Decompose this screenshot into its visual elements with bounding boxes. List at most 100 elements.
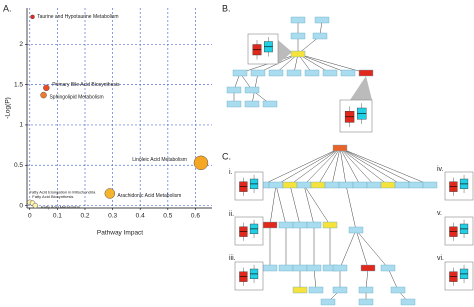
network-node — [312, 32, 328, 40]
network-node — [332, 286, 348, 294]
point-label: Primary Bile Acid Biosynthesis — [52, 82, 120, 88]
network-node — [390, 286, 406, 294]
network-node — [262, 264, 278, 272]
network-edge — [339, 229, 357, 269]
point-label: Fatty Acid Biosynthesis — [32, 194, 73, 199]
network-node — [314, 16, 330, 24]
network-node — [286, 69, 302, 77]
network-edge — [289, 184, 301, 226]
panel-label: B. — [222, 3, 231, 13]
network-node — [400, 298, 416, 306]
network-edge — [339, 147, 417, 186]
bubble — [30, 14, 35, 20]
network-node — [292, 221, 308, 229]
network-edge — [339, 147, 361, 186]
network-edge — [317, 147, 341, 186]
network-node — [262, 221, 278, 229]
network-node — [268, 69, 284, 77]
x-tick-label: 0.5 — [163, 213, 172, 220]
network-node — [358, 286, 374, 294]
y-tick-label: 0.5 — [14, 162, 23, 169]
network-node — [244, 100, 260, 108]
network-node — [290, 50, 306, 58]
network-node — [422, 181, 438, 189]
network-edge — [355, 229, 389, 269]
x-tick-label: 0.3 — [108, 213, 117, 220]
network-node — [394, 181, 410, 189]
network-node — [278, 264, 294, 272]
network-edge — [339, 147, 431, 186]
network-node — [308, 286, 324, 294]
network-node — [296, 181, 312, 189]
point-label: Sphingolipid Metabolism — [49, 94, 103, 100]
x-tick-label: 0.4 — [136, 213, 145, 220]
network-edge — [303, 184, 315, 226]
x-tick-label: 0 — [28, 213, 32, 220]
network-node — [348, 226, 364, 234]
network-node — [262, 100, 278, 108]
y-tick-label: 2 — [19, 41, 23, 48]
network-node — [408, 181, 424, 189]
network-node — [268, 181, 284, 189]
inset-label: i. — [229, 169, 233, 176]
inset-label: iv. — [437, 166, 444, 173]
network-node — [360, 264, 376, 272]
network-edge — [339, 147, 403, 186]
network-node — [322, 69, 338, 77]
y-tick-label: 1 — [19, 122, 23, 129]
network-node — [324, 181, 340, 189]
inset-frame — [444, 261, 474, 291]
network-edge — [297, 53, 349, 74]
bubble — [193, 155, 209, 171]
network-edge — [303, 184, 331, 226]
network-node — [226, 86, 242, 94]
network-node — [282, 181, 298, 189]
network-node — [332, 264, 348, 272]
inset-frame — [234, 216, 264, 246]
inset-frame — [247, 33, 279, 65]
network-edge — [331, 147, 341, 186]
point-label: Fatty Acid Elongation in Mitochondria — [30, 189, 97, 194]
bubble — [43, 84, 50, 92]
network-edge — [339, 147, 347, 186]
inset-frame — [444, 171, 474, 201]
network-node — [304, 69, 320, 77]
inset-label: v. — [437, 210, 442, 217]
network-node — [338, 181, 354, 189]
inset-label: vi. — [437, 255, 444, 262]
network-node — [340, 69, 356, 77]
network-node — [232, 69, 248, 77]
network-edge — [345, 184, 357, 231]
network-node — [250, 69, 266, 77]
network-node — [352, 181, 368, 189]
network-node — [244, 86, 260, 94]
point-label: Linoleic Acid Metabolism — [132, 157, 187, 163]
network-node — [306, 264, 322, 272]
inset-frame — [444, 216, 474, 246]
network-edge — [339, 147, 389, 186]
network-node — [366, 181, 382, 189]
network-node — [306, 221, 322, 229]
inset-label: ii. — [229, 211, 234, 218]
point-label: Arachidonic Acid Metabolism — [117, 193, 181, 199]
network-edge — [339, 147, 375, 186]
x-axis-title: Pathway Impact — [97, 230, 143, 237]
y-tick-label: 1.5 — [14, 81, 23, 88]
callout — [350, 76, 372, 100]
network-edge — [313, 267, 317, 291]
network-edge — [365, 267, 369, 291]
network-node — [310, 181, 326, 189]
network-node — [380, 181, 396, 189]
bubble — [40, 91, 47, 99]
network-edge — [289, 147, 341, 186]
inset-frame — [234, 261, 264, 291]
network-node — [292, 264, 308, 272]
network-node — [226, 100, 242, 108]
network-node — [380, 264, 396, 272]
x-tick-label: 0.1 — [53, 213, 62, 220]
inset-frame — [234, 171, 264, 201]
panel-label: C. — [222, 151, 231, 161]
network-edge — [303, 147, 341, 186]
